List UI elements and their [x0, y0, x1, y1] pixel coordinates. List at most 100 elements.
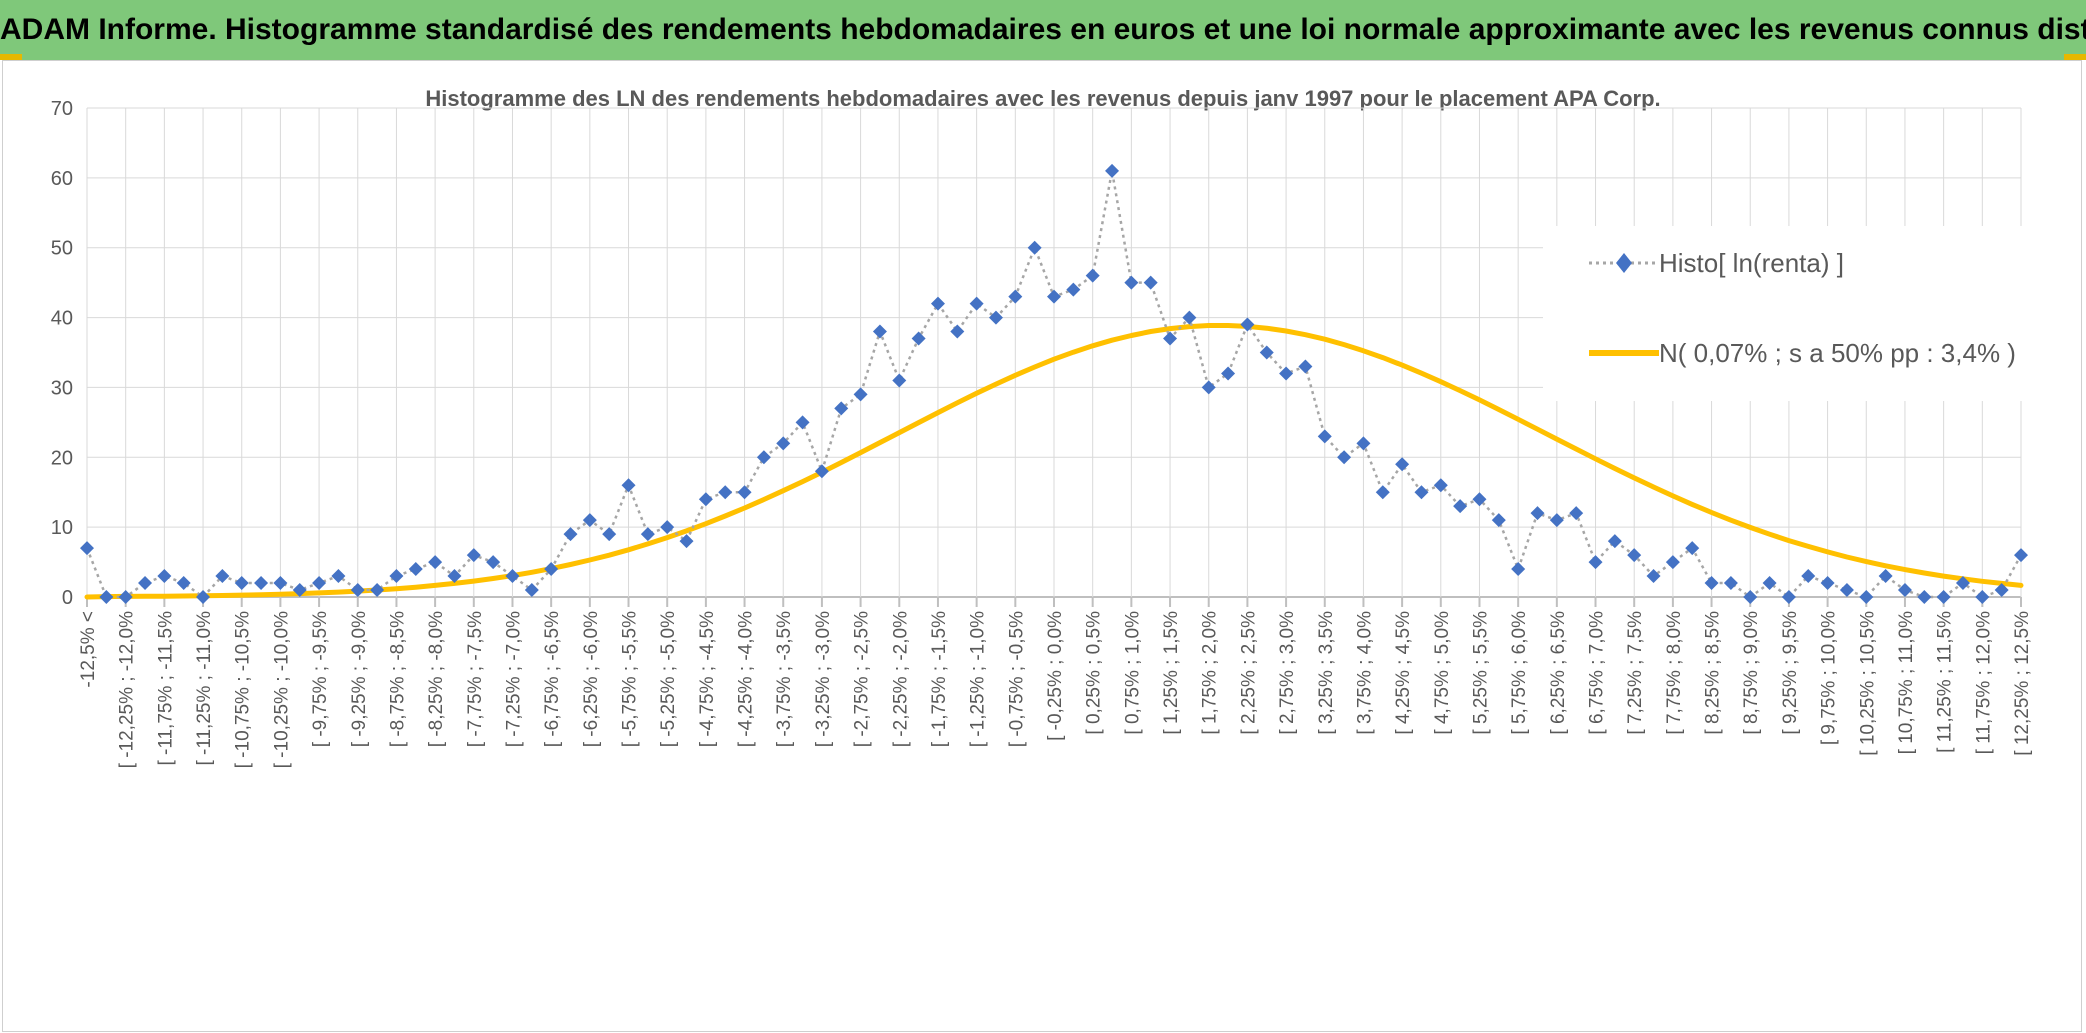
histogram-point: [795, 415, 810, 430]
corner-accent-right: [2064, 54, 2086, 60]
histogram-point: [1569, 506, 1584, 521]
x-tick-label: [ -6,25% ; -6,0%: [581, 611, 602, 747]
histogram-point: [389, 569, 404, 584]
x-tick-label: [ -1,75% ; -1,5%: [929, 611, 950, 747]
histogram-point: [1607, 534, 1622, 549]
histogram-point: [215, 569, 230, 584]
histogram-point: [872, 324, 887, 339]
x-tick-label: [ 3,25% ; 3,5%: [1316, 611, 1337, 735]
histogram-point: [814, 464, 829, 479]
x-tick-label: [ 8,75% ; 9,0%: [1741, 611, 1762, 735]
x-tick-label: [ -3,75% ; -3,5%: [774, 611, 795, 747]
histogram-point: [679, 534, 694, 549]
histogram-point: [1143, 275, 1158, 290]
histogram-point: [1453, 499, 1468, 514]
histogram-point: [1685, 541, 1700, 556]
chart-title: Histogramme des LN des rendements hebdom…: [425, 86, 1660, 111]
histogram-point: [1047, 289, 1061, 304]
x-tick-label: -12,5% <: [78, 611, 99, 688]
x-tick-label: [ 2,75% ; 3,0%: [1277, 611, 1298, 735]
x-tick-label: [ -9,25% ; -9,0%: [349, 611, 370, 747]
histogram-point: [582, 513, 597, 528]
histogram-point: [737, 485, 752, 500]
histogram-point: [1124, 275, 1139, 290]
histogram-point: [331, 569, 346, 584]
x-tick-label: [ 2,25% ; 2,5%: [1238, 611, 1259, 735]
banner-title: ADAM Informe. Histogramme standardisé de…: [0, 13, 2086, 46]
histogram-point: [1723, 576, 1738, 591]
histogram-point: [1163, 331, 1178, 346]
x-tick-label: [ 3,75% ; 4,0%: [1354, 611, 1375, 735]
histogram-point: [1182, 310, 1197, 325]
histogram-point: [292, 583, 307, 598]
histogram-point: [1298, 359, 1313, 374]
x-tick-label: [ 11,25% ; 11,5%: [1935, 611, 1956, 753]
histogram-point: [1743, 590, 1758, 604]
histogram-point: [1975, 590, 1990, 604]
histogram-point: [350, 583, 365, 598]
histogram-point: [1240, 317, 1255, 332]
histogram-point: [1859, 590, 1874, 604]
y-tick-label: 10: [51, 517, 73, 539]
histogram-point: [80, 541, 94, 556]
histogram-point: [1066, 282, 1081, 297]
histogram-point: [1433, 478, 1448, 493]
histogram-point: [853, 387, 868, 402]
chart-area: Histogramme des LN des rendements hebdom…: [2, 60, 2082, 1032]
histogram-point: [370, 583, 385, 598]
x-tick-label: [ 1,25% ; 1,5%: [1161, 611, 1182, 735]
histogram-point: [930, 296, 945, 311]
histogram-point: [892, 373, 907, 388]
histogram-point: [99, 590, 114, 604]
x-tick-label: [ -5,75% ; -5,5%: [620, 611, 641, 747]
histogram-point: [1337, 450, 1352, 465]
histogram-point: [1955, 576, 1970, 591]
x-tick-label: [ -11,25% ; -11,0%: [194, 611, 215, 766]
x-axis: -12,5% < [ -12,25% ; -12,0% [ -11,75% ; -1…: [78, 597, 2033, 768]
x-tick-label: [ 5,25% ; 5,5%: [1470, 611, 1491, 735]
chart: Histogramme des LN des rendements hebdom…: [51, 86, 2033, 768]
x-tick-label: [ -11,75% ; -11,5%: [155, 611, 176, 766]
y-tick-label: 40: [51, 308, 73, 330]
histogram-point: [698, 492, 713, 507]
legend: Histo[ ln(renta) ] N( 0,07% ; s a 50% pp…: [1543, 226, 2073, 401]
histogram-point: [1781, 590, 1796, 604]
x-tick-label: [ 4,75% ; 5,0%: [1432, 611, 1453, 735]
histogram-point: [718, 485, 733, 500]
normal-curve-line: [84, 323, 2024, 600]
histogram-point: [969, 296, 984, 311]
x-tick-label: [ -8,75% ; -8,5%: [387, 611, 408, 747]
x-tick-label: [ 8,25% ; 8,5%: [1703, 611, 1724, 735]
histogram-point: [660, 520, 675, 535]
histogram-point: [1627, 548, 1642, 563]
y-tick-label: 0: [62, 587, 73, 609]
x-tick-label: [ -10,25% ; -10,0%: [271, 611, 292, 768]
x-tick-label: [ -4,75% ; -4,5%: [697, 611, 718, 747]
x-tick-label: [ -0,25% ; 0,0%: [1045, 611, 1066, 741]
histogram-point: [138, 576, 153, 591]
y-tick-label: 20: [51, 447, 73, 469]
x-tick-label: [ 10,75% ; 11,0%: [1896, 611, 1917, 754]
histogram-point: [1221, 366, 1236, 381]
y-axis: 0 10 20 30 40 50 60 70: [51, 98, 73, 609]
histogram-point: [1201, 380, 1216, 395]
histogram-point: [273, 576, 288, 591]
x-tick-label: [ -0,75% ; -0,5%: [1006, 611, 1027, 747]
x-tick-label: [ -4,25% ; -4,0%: [736, 611, 757, 747]
x-tick-label: [ 9,25% ; 9,5%: [1780, 611, 1801, 735]
histogram-point: [118, 590, 133, 604]
normal-curve-series: [84, 323, 2024, 600]
histogram-point: [1588, 555, 1603, 570]
histogram-point: [1259, 345, 1274, 360]
histogram-point: [834, 401, 849, 416]
x-tick-label: [ -9,75% ; -9,5%: [310, 611, 331, 747]
x-tick-label: [ 4,25% ; 4,5%: [1393, 611, 1414, 735]
histogram-point: [1936, 590, 1951, 604]
histogram-point: [408, 562, 423, 577]
histogram-point: [1085, 268, 1100, 283]
x-tick-label: [ 11,75% ; 12,0%: [1973, 611, 1994, 754]
x-tick-label: [ -1,25% ; -1,0%: [968, 611, 989, 747]
histogram-point: [505, 569, 520, 584]
histogram-point: [1279, 366, 1294, 381]
histogram-point: [1839, 583, 1854, 598]
